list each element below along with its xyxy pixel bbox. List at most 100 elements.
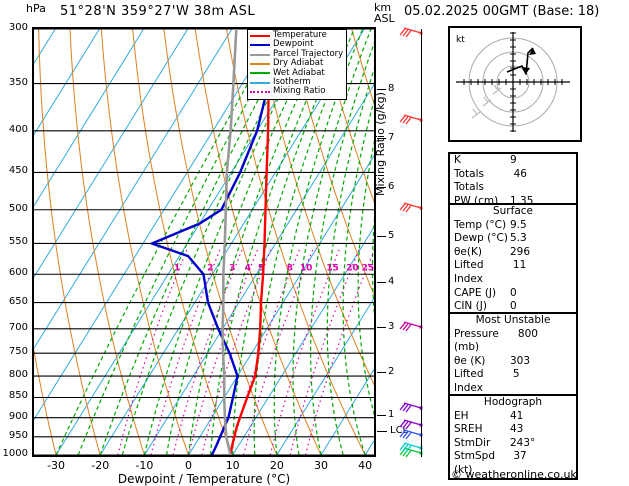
pressure-tick-label: 400 xyxy=(8,123,28,135)
legend-item: Wet Adiabat xyxy=(250,67,343,78)
panel-title: Most Unstable xyxy=(475,314,551,326)
temperature-tick-label: 0 xyxy=(185,459,193,472)
panel-row-value: 303 xyxy=(510,354,531,367)
height-tick-label: 2 xyxy=(388,365,395,377)
isotherm-line xyxy=(34,29,233,350)
panel-row-value: 9 xyxy=(510,154,517,166)
mixing-ratio-line xyxy=(150,249,221,455)
wet-adiabat-line xyxy=(292,29,372,455)
height-tick-label: 6 xyxy=(388,181,395,193)
panel-row: StmDir 243° xyxy=(450,437,576,451)
panel-row: Dewp (°C) 5.3 xyxy=(450,232,576,246)
panel-row-value: 243° xyxy=(510,436,536,449)
isotherm-line xyxy=(99,29,365,455)
pressure-units-label: hPa xyxy=(26,2,46,15)
legend-label: Wet Adiabat xyxy=(273,67,325,78)
mixing-ratio-line xyxy=(305,249,374,455)
mixing-ratio-axis-title: Mixing Ratio (g/kg) xyxy=(374,92,387,196)
legend-label: Dry Adiabat xyxy=(273,58,324,69)
panel-row-label: StmDir xyxy=(454,436,491,449)
panel-row-label: StmSpd (kt) xyxy=(454,450,496,476)
panel-row-label: EH xyxy=(454,409,469,422)
temperature-tick-label: 40 xyxy=(358,459,373,472)
mixing-ratio-label: 10 xyxy=(300,263,313,273)
legend-item: Mixing Ratio xyxy=(250,87,343,96)
hodograph-wind-barb xyxy=(492,84,502,95)
pressure-tick-label: 750 xyxy=(8,346,28,358)
pressure-tick-label: 300 xyxy=(8,22,28,33)
hodograph-stats-panel: Hodograph EH 41 SREH 43 StmDir 243° StmSpd (kt)… xyxy=(448,394,578,480)
copyright-label: © weatheronline.co.uk xyxy=(451,468,577,481)
indices-panel: K 9 Totals Totals 46 PW (cm) 1.35 xyxy=(448,152,578,211)
datetime-label: 05.02.2025 00GMT (Base: 18) xyxy=(404,4,600,19)
pressure-tick-label: 850 xyxy=(8,390,28,402)
height-tick-label: 5 xyxy=(388,229,395,241)
height-units-line1: km xyxy=(374,1,392,14)
height-tick-mark xyxy=(377,235,386,237)
legend-swatch xyxy=(250,44,270,47)
hodograph-wind-barb xyxy=(471,108,481,119)
mixing-ratio-line xyxy=(201,249,272,455)
panel-row: θe(K) 296 xyxy=(450,246,576,260)
height-tick-label: 3 xyxy=(388,321,395,333)
height-tick-mark xyxy=(377,371,386,373)
height-tick-label: 7 xyxy=(388,132,395,144)
legend-swatch xyxy=(250,72,270,75)
legend-swatch xyxy=(250,91,270,94)
legend-swatch xyxy=(250,34,270,37)
temperature-tick-label: -30 xyxy=(47,459,66,472)
profile-parcel-trajectory xyxy=(221,29,238,455)
panel-row-label: SREH xyxy=(454,423,483,436)
panel-row-value: 0 xyxy=(510,300,517,313)
mixing-ratio-label: 25 xyxy=(362,263,374,273)
panel-row: Pressure (mb) 800 xyxy=(450,328,576,355)
panel-title: Hodograph xyxy=(483,396,543,408)
panel-row: EH 41 xyxy=(450,410,576,424)
panel-row-value: 800 xyxy=(517,327,538,340)
mixing-ratio-label: 8 xyxy=(287,263,293,273)
x-axis-title: Dewpoint / Temperature (°C) xyxy=(117,472,291,486)
panel-row-label: CIN (J) xyxy=(454,300,487,313)
panel-row-value: 46 xyxy=(513,167,527,180)
legend-label: Temperature xyxy=(273,30,327,40)
legend-label: Isotherm xyxy=(273,77,311,88)
panel-row: θe (K) 303 xyxy=(450,355,576,369)
legend-item: Parcel Trajectory xyxy=(250,49,343,59)
panel-row-label: Lifted Index xyxy=(454,368,484,394)
temperature-tick-label: 30 xyxy=(314,459,328,472)
panel-row-label: θe(K) xyxy=(454,245,482,258)
hodograph-arrow xyxy=(529,48,536,55)
pressure-tick-label: 700 xyxy=(8,321,28,333)
isotherm-line xyxy=(188,154,374,455)
legend-swatch xyxy=(250,53,270,56)
lcl-label: LCL xyxy=(390,425,409,437)
wet-adiabat-line xyxy=(232,29,347,455)
legend-swatch xyxy=(250,62,270,65)
mixing-ratio-label: 15 xyxy=(326,263,339,273)
lcl-tick-mark xyxy=(377,431,387,433)
temperature-tick-label: -10 xyxy=(135,459,154,472)
height-units-line2: ASL xyxy=(374,12,395,25)
panel-row-value: 9.5 xyxy=(510,218,527,231)
wind-barb xyxy=(398,22,424,44)
legend-item: Dewpoint xyxy=(250,39,343,49)
legend-item: Temperature xyxy=(250,30,343,40)
pressure-tick-label: 450 xyxy=(8,165,28,177)
dry-adiabat-line xyxy=(100,29,189,455)
isotherm-line xyxy=(320,368,374,455)
dry-adiabat-line xyxy=(351,29,374,105)
panel-row-label: Temp (°C) xyxy=(454,218,507,231)
temperature-tick-label: 10 xyxy=(225,459,240,472)
mixing-ratio-label: 1 xyxy=(174,263,180,273)
height-tick-mark xyxy=(377,88,386,90)
hodograph-units-label: kt xyxy=(456,35,465,45)
wet-adiabat-line xyxy=(326,67,374,455)
panel-row-value: 296 xyxy=(510,245,531,258)
mixing-ratio-label: 5 xyxy=(258,263,264,273)
temperature-tick-label: 20 xyxy=(269,459,284,472)
panel-row-label: Lifted Index xyxy=(454,259,484,285)
isotherm-line xyxy=(34,29,189,278)
panel-row-value: 5 xyxy=(512,368,520,381)
hodograph-plot: kt xyxy=(448,26,582,142)
